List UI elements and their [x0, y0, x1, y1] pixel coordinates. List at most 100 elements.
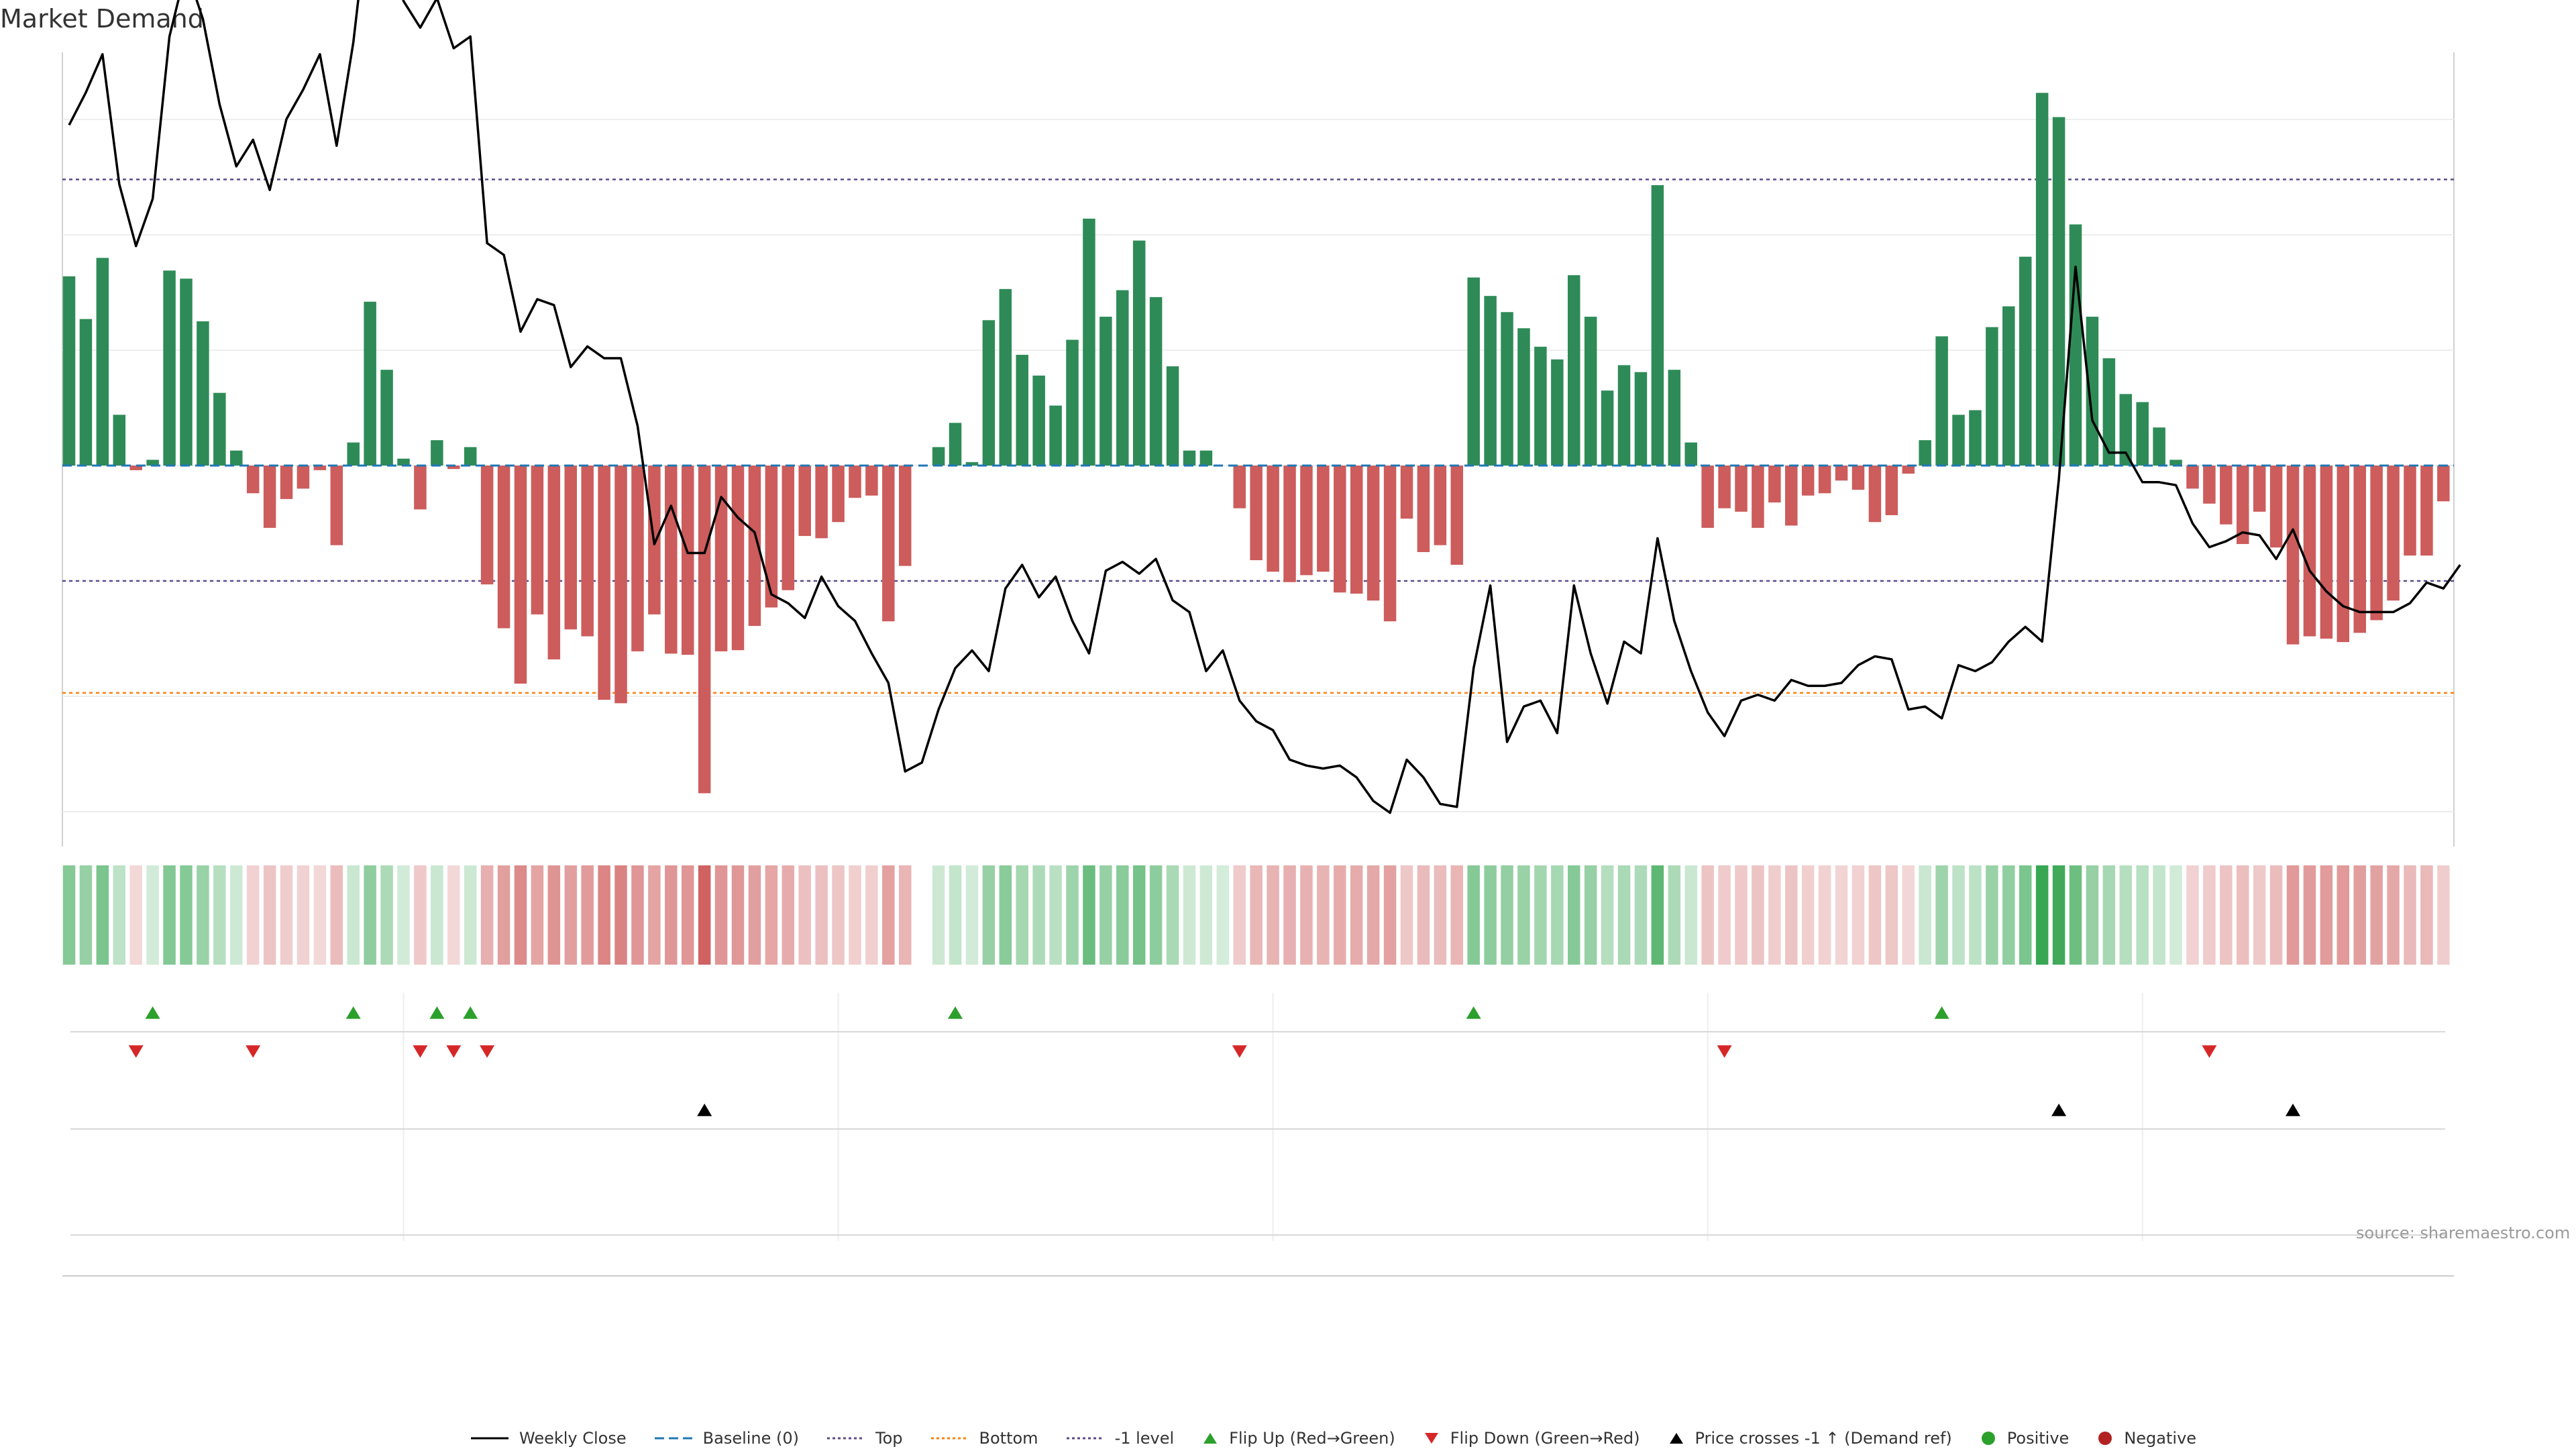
heat-strip-cell: [1701, 865, 1714, 965]
heat-strip-cell: [1902, 865, 1915, 965]
demand-bar-positive: [1517, 328, 1530, 466]
demand-bar-negative: [531, 466, 544, 614]
chart-legend: Weekly Close Baseline (0) Top Bottom -1 leve…: [470, 1428, 2196, 1449]
heat-strip-cell: [2002, 865, 2015, 965]
legend-label: Baseline (0): [702, 1429, 800, 1448]
heat-strip-cell: [1116, 865, 1129, 965]
heat-strip-cell: [1366, 865, 1380, 965]
heat-strip-cell: [1032, 865, 1045, 965]
dotted-line-icon: [827, 1437, 865, 1440]
demand-bar-negative: [1334, 466, 1346, 593]
heat-strip-cell: [1016, 865, 1028, 965]
heat-strip-cell: [2370, 865, 2383, 965]
heat-strip-cell: [1818, 865, 1831, 965]
demand-bar-positive: [1634, 372, 1648, 466]
legend-item: Weekly Close: [470, 1429, 627, 1448]
demand-bar-negative: [414, 466, 427, 510]
demand-bar-positive: [2153, 427, 2165, 466]
heat-strip-cell: [347, 865, 360, 965]
demand-bar-negative: [2186, 466, 2199, 489]
heat-strip-cell: [2320, 865, 2333, 965]
heat-strip-cell: [1450, 865, 1464, 965]
heat-strip-cell: [1283, 865, 1296, 965]
heat-strip-cell: [1768, 865, 1781, 965]
demand-bar-positive: [949, 423, 962, 466]
heat-strip-cell: [2102, 865, 2116, 965]
legend-item: Flip Up (Red→Green): [1201, 1429, 1395, 1448]
demand-bar-negative: [2237, 466, 2249, 544]
flip-down-marker: [446, 1045, 462, 1058]
heat-strip-cell: [1434, 865, 1447, 965]
demand-bar-negative: [1366, 466, 1380, 601]
demand-bar-negative: [263, 466, 276, 528]
demand-bar-negative: [798, 466, 811, 536]
heat-strip-cell: [815, 865, 828, 965]
heat-strip-cell: [514, 865, 527, 965]
heat-strip-cell: [1617, 865, 1631, 965]
demand-bar-negative: [1283, 466, 1296, 582]
heat-strip-cell: [547, 865, 561, 965]
demand-bar-negative: [2286, 466, 2300, 645]
flip-up-marker: [345, 1006, 361, 1019]
demand-bar-negative: [714, 466, 728, 651]
legend-label: Top: [875, 1429, 903, 1448]
demand-bar-negative: [2370, 466, 2383, 621]
demand-bar-negative: [1718, 466, 1731, 508]
demand-bar-positive: [1568, 275, 1580, 466]
legend-item: Bottom: [930, 1429, 1038, 1448]
flip-down-marker: [1717, 1045, 1732, 1058]
heat-strip-cell: [1952, 865, 1965, 965]
legend-item: Top: [826, 1429, 903, 1448]
heat-strip-cell: [1801, 865, 1815, 965]
heat-strip-cell: [1066, 865, 1079, 965]
demand-bar-negative: [865, 466, 878, 496]
heat-strip-cell: [1501, 865, 1513, 965]
demand-bar-positive: [364, 301, 376, 466]
flip-up-marker: [1466, 1006, 1481, 1019]
demand-bar-negative: [246, 466, 260, 494]
demand-bar-positive: [380, 370, 393, 466]
heat-strip-cell: [2086, 865, 2099, 965]
demand-bar-negative: [1885, 466, 1898, 515]
heat-strip-cell: [1718, 865, 1731, 965]
heat-strip-cell: [965, 865, 979, 965]
heat-strip-cell: [1300, 865, 1313, 965]
demand-bar-negative: [1250, 466, 1263, 561]
demand-bar-positive: [1501, 312, 1513, 466]
heat-strip-cell: [2437, 865, 2450, 965]
demand-bar-positive: [1935, 336, 1948, 466]
demand-bar-positive: [1016, 354, 1028, 466]
legend-item: Positive: [1979, 1429, 2070, 1448]
demand-bar-negative: [2420, 466, 2433, 556]
dotted-line-icon: [1066, 1437, 1104, 1440]
demand-bar-negative: [882, 466, 895, 622]
heat-strip-cell: [1551, 865, 1564, 965]
flip-up-marker: [948, 1006, 963, 1019]
legend-label: Positive: [2006, 1429, 2070, 1448]
demand-bar-negative: [2303, 466, 2316, 637]
demand-bar-positive: [62, 276, 76, 466]
heat-strip-cell: [1785, 865, 1798, 965]
heat-strip-cell: [163, 865, 176, 965]
legend-item: -1 level: [1065, 1429, 1174, 1448]
demand-bar-positive: [965, 462, 979, 466]
demand-bar-negative: [1300, 466, 1313, 576]
heat-strip-cell: [447, 865, 460, 965]
demand-bar-negative: [2320, 466, 2333, 639]
demand-bar-positive: [180, 278, 193, 466]
heat-strip-cell: [2237, 865, 2249, 965]
demand-bar-negative: [598, 466, 610, 700]
heat-strip-cell: [2169, 865, 2182, 965]
demand-bar-positive: [1467, 277, 1480, 466]
demand-bar-negative: [1450, 466, 1464, 565]
heat-strip-cell: [1851, 865, 1865, 965]
demand-bar-positive: [1116, 290, 1129, 466]
heat-strip-cell: [731, 865, 745, 965]
heat-strip-cell: [531, 865, 544, 965]
demand-bar-positive: [1969, 410, 1982, 466]
demand-bar-positive: [1484, 296, 1497, 466]
demand-bar-positive: [2069, 224, 2082, 466]
demand-bar-negative: [1417, 466, 1430, 552]
demand-bar-negative: [665, 466, 678, 654]
demand-bar-negative: [1400, 466, 1413, 519]
